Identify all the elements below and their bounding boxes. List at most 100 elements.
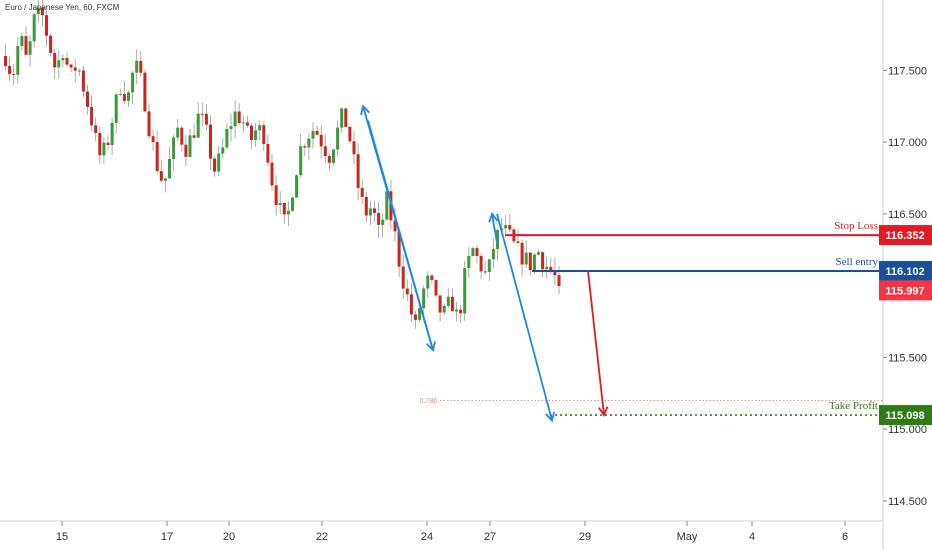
- candle-body: [422, 288, 426, 309]
- candle-body: [524, 252, 528, 265]
- swing-arrow-1-down: [367, 120, 434, 351]
- candle-body: [106, 142, 110, 145]
- candle-body: [418, 308, 422, 320]
- candle-body: [549, 266, 553, 271]
- candle-body: [188, 135, 192, 157]
- annotation-layer: Stop Loss Sell entry 0.786 Take Profit: [360, 104, 883, 423]
- fib-level-label: 0.786: [419, 398, 437, 405]
- candle-body: [45, 15, 48, 36]
- candle-body: [204, 113, 208, 125]
- candle-body: [356, 154, 360, 188]
- candle-body: [332, 149, 335, 163]
- candle-body: [213, 158, 217, 172]
- candle-body: [266, 143, 270, 163]
- candle-body: [237, 111, 241, 124]
- candle-body: [373, 208, 376, 213]
- candle-body: [172, 137, 176, 160]
- candle-body: [397, 231, 401, 267]
- candle-body: [159, 171, 163, 181]
- candle-body: [405, 288, 409, 295]
- x-tick-label: 17: [161, 531, 173, 543]
- x-tick-label: 22: [316, 531, 328, 543]
- candle-body: [229, 126, 233, 129]
- candle-body: [114, 94, 118, 123]
- candle-body: [442, 305, 446, 313]
- take-profit-label: Take Profit: [829, 400, 878, 412]
- current-price-badge-text: 115.997: [885, 285, 924, 297]
- y-tick-label: 117.500: [888, 65, 927, 77]
- candle-body: [291, 197, 294, 211]
- x-tick-label: 29: [579, 531, 591, 543]
- candle-body: [307, 138, 311, 148]
- candle-body: [545, 266, 549, 270]
- candle-body: [348, 126, 352, 142]
- candle-body: [118, 94, 122, 96]
- candle-body: [278, 202, 282, 206]
- candle-body: [61, 57, 65, 61]
- candle-body: [295, 175, 299, 198]
- candle-body: [184, 144, 188, 157]
- candle-body: [225, 128, 229, 148]
- candle-body: [360, 187, 364, 197]
- candle-body: [180, 127, 184, 145]
- candle-body: [336, 127, 340, 150]
- candle-body: [168, 159, 171, 179]
- candle-body: [344, 108, 348, 127]
- candle-body: [438, 295, 442, 313]
- candle-body: [537, 252, 540, 255]
- take-profit-badge-bg: [879, 405, 932, 426]
- candle-body: [57, 60, 61, 68]
- candle-body: [455, 309, 458, 312]
- y-tick-label: 116.500: [888, 209, 927, 221]
- candle-body: [24, 36, 28, 55]
- swing-arrow-2-down-head: [545, 411, 556, 423]
- candle-body: [496, 230, 499, 249]
- candle-body: [102, 142, 106, 156]
- candle-body: [20, 36, 24, 47]
- candle-body: [319, 134, 323, 147]
- x-tick-label: 15: [56, 531, 68, 543]
- candle-body: [401, 266, 405, 289]
- candle-body: [352, 141, 356, 155]
- candle-body: [12, 74, 16, 76]
- candle-body: [28, 41, 32, 55]
- candle-body: [446, 296, 450, 306]
- candle-body: [368, 208, 372, 216]
- candle-body: [450, 296, 454, 312]
- candle-body: [463, 268, 467, 314]
- candle-body: [176, 127, 180, 138]
- candle-body: [233, 111, 237, 127]
- x-tick-label: 6: [842, 531, 848, 543]
- candle-body: [479, 255, 483, 272]
- chart-title: Euro / Japanese Yen, 60, FXCM: [5, 3, 120, 12]
- candle-body: [459, 309, 463, 314]
- candle-body: [127, 92, 130, 101]
- candle-body: [434, 280, 438, 296]
- candle-body: [516, 241, 520, 243]
- swing-arrow-1-up-head: [360, 104, 370, 116]
- candle-body: [65, 57, 69, 65]
- swing-arrow-2-down: [496, 213, 553, 421]
- candle-body: [471, 248, 475, 256]
- candle-body: [254, 130, 258, 140]
- swing-arrow-1-down-head: [426, 341, 436, 353]
- target-arrow: [587, 270, 605, 416]
- target-arrow-head: [598, 406, 609, 417]
- candle-body: [303, 146, 307, 148]
- candle-body: [4, 55, 7, 67]
- sell-entry-label: Sell entry: [836, 256, 879, 268]
- candle-body: [483, 271, 487, 273]
- candle-body: [475, 248, 479, 256]
- swing-arrow-2-up: [491, 213, 498, 243]
- y-tick-label: 115.000: [888, 424, 927, 436]
- candle-body: [532, 254, 536, 271]
- candle-body: [487, 259, 491, 273]
- stop-loss-badge-text: 116.352: [885, 230, 924, 242]
- candle-body: [467, 255, 471, 269]
- candle-body: [217, 153, 221, 172]
- candle-body: [147, 111, 151, 137]
- candle-body: [262, 125, 266, 144]
- candle-body: [155, 142, 159, 172]
- candle-body: [163, 178, 167, 181]
